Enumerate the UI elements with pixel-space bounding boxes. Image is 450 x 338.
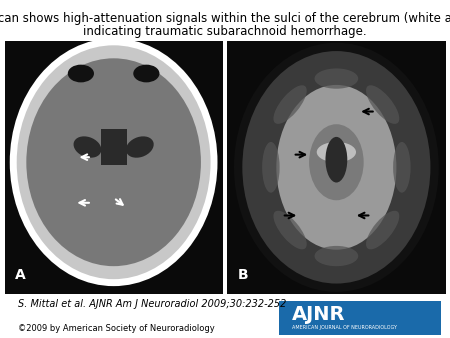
Ellipse shape (274, 85, 307, 124)
Ellipse shape (262, 142, 279, 193)
Ellipse shape (240, 49, 432, 285)
Text: indicating traumatic subarachnoid hemorrhage.: indicating traumatic subarachnoid hemorr… (83, 25, 367, 38)
Ellipse shape (274, 211, 307, 249)
Ellipse shape (315, 246, 358, 266)
Ellipse shape (325, 137, 347, 183)
Ellipse shape (366, 211, 399, 249)
Ellipse shape (393, 142, 410, 193)
Ellipse shape (133, 65, 159, 82)
Text: ©2009 by American Society of Neuroradiology: ©2009 by American Society of Neuroradiol… (18, 324, 215, 334)
Bar (100, 129, 127, 165)
Text: A: A (15, 268, 26, 282)
Ellipse shape (276, 85, 396, 250)
Ellipse shape (315, 68, 358, 89)
Ellipse shape (309, 124, 364, 200)
Ellipse shape (26, 58, 201, 266)
Ellipse shape (366, 85, 399, 124)
Ellipse shape (13, 42, 214, 283)
Text: B: B (238, 268, 249, 282)
Text: S. Mittal et al. AJNR Am J Neuroradiol 2009;30:232-252: S. Mittal et al. AJNR Am J Neuroradiol 2… (18, 299, 286, 309)
Ellipse shape (126, 136, 154, 158)
Text: AMERICAN JOURNAL OF NEURORADIOLOGY: AMERICAN JOURNAL OF NEURORADIOLOGY (292, 325, 397, 330)
Ellipse shape (73, 136, 101, 158)
Ellipse shape (68, 65, 94, 82)
Ellipse shape (317, 142, 356, 162)
Text: A, CT scan shows high-attenuation signals within the sulci of the cerebrum (whit: A, CT scan shows high-attenuation signal… (0, 12, 450, 25)
Text: AJNR: AJNR (292, 305, 346, 324)
